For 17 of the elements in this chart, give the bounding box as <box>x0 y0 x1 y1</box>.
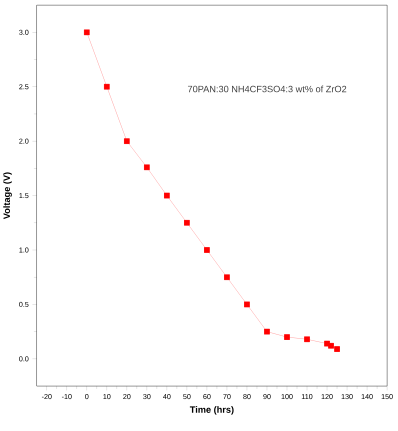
point <box>184 220 190 226</box>
point <box>244 302 250 308</box>
point <box>284 334 290 340</box>
annotation: 70PAN:30 NH4CF3SO4:3 wt% of ZrO2 <box>188 86 346 92</box>
point <box>164 192 170 198</box>
point <box>204 247 210 253</box>
point <box>264 328 270 334</box>
y-axis-title: Voltage (V) <box>3 172 12 220</box>
point <box>84 29 90 36</box>
point <box>328 342 334 349</box>
point <box>144 164 150 170</box>
point <box>304 336 310 342</box>
point <box>124 138 130 144</box>
point <box>334 346 340 352</box>
point <box>104 84 110 90</box>
point <box>224 274 230 280</box>
x-axis-title: Time (hrs) <box>190 406 234 415</box>
